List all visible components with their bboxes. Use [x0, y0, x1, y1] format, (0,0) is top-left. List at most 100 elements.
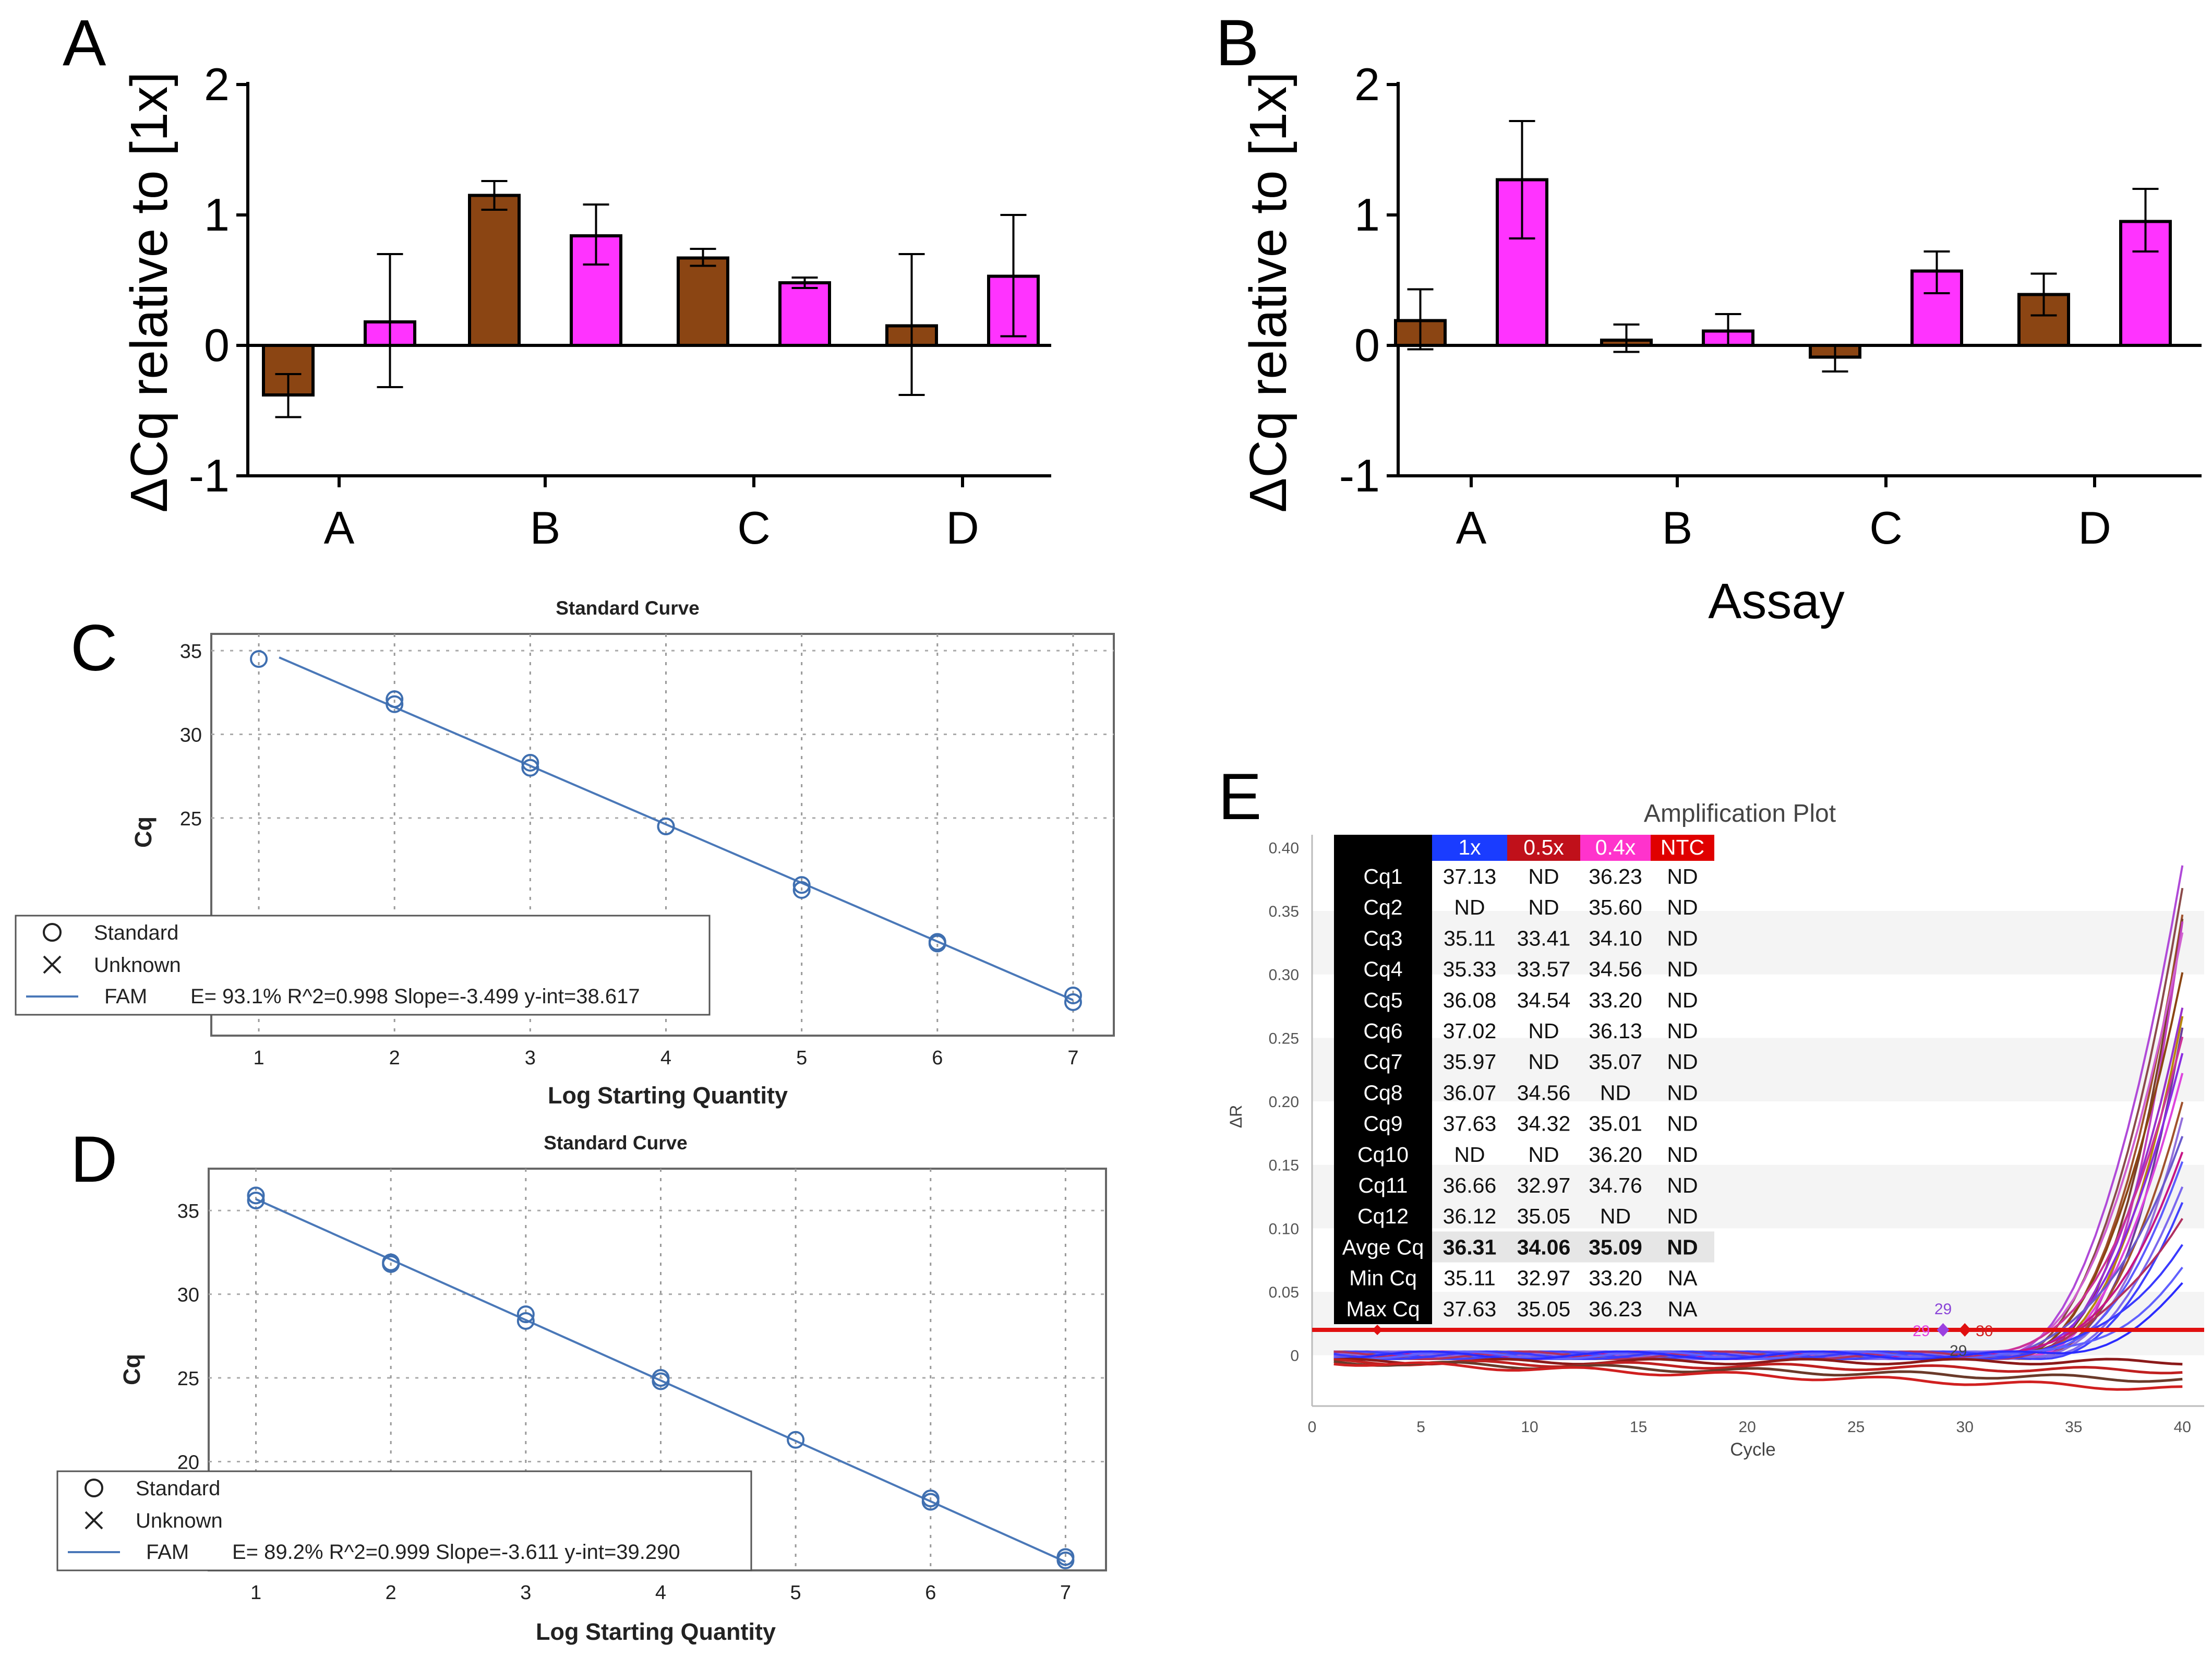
table-cell: ND: [1667, 895, 1698, 919]
table-cell: 33.20: [1589, 1266, 1642, 1290]
table-cell: 34.76: [1589, 1173, 1642, 1197]
ylabel-c: Cq: [130, 817, 157, 848]
bar-brown-C: [677, 256, 729, 347]
table-header-0.5x: 0.5x: [1523, 835, 1564, 859]
table-header-cell: [1580, 835, 1651, 861]
table-cell: ND: [1528, 864, 1559, 888]
table-cell: ND: [1454, 1143, 1485, 1167]
xlabel-e: Cycle: [1730, 1439, 1776, 1460]
band: [1312, 1164, 2204, 1229]
x-tick-label: 30: [1956, 1419, 1974, 1436]
y-tick-label: 35: [180, 641, 202, 663]
bar-chart-b: ΔCq relative to [1x] Assay -1 0 1 2 A B C D: [1239, 58, 2202, 629]
y-tick-label: 0.25: [1269, 1030, 1299, 1047]
x-tick-label: 2: [386, 1582, 396, 1604]
data-point: [921, 1490, 940, 1508]
x-tick-label: 35: [2065, 1419, 2082, 1436]
y-tick-label: 1: [1354, 189, 1380, 241]
table-row-label: Cq9: [1363, 1112, 1402, 1136]
band: [1312, 1038, 2204, 1101]
panel-label-a: A: [63, 7, 106, 79]
data-point: [247, 1191, 265, 1209]
x-tick-label: 1: [250, 1582, 261, 1604]
table-cell: ND: [1600, 1204, 1631, 1228]
table-row-label: Cq1: [1363, 864, 1402, 888]
table-cell: 37.63: [1443, 1112, 1497, 1136]
panel-label-c: C: [70, 612, 117, 685]
table-cell: ND: [1667, 1080, 1698, 1104]
table-cell: NA: [1668, 1266, 1698, 1290]
x-tick-label: A: [324, 502, 355, 554]
table-cell: 35.11: [1444, 1266, 1496, 1290]
data-point: [382, 1253, 400, 1271]
table-cell: 34.06: [1517, 1235, 1571, 1259]
table-cell: 36.12: [1443, 1204, 1497, 1228]
x-tick-label: 20: [1738, 1419, 1756, 1436]
data-point: [657, 817, 675, 835]
ntc-curve: [1333, 1361, 2183, 1391]
table-cell: 36.66: [1443, 1173, 1497, 1197]
table-row-label: Cq6: [1363, 1019, 1402, 1043]
y-tick-label: -1: [1339, 450, 1380, 501]
table-cell: 36.31: [1443, 1235, 1497, 1259]
title-d: Standard Curve: [544, 1132, 688, 1154]
data-point: [521, 754, 539, 772]
standard-curve-c: Standard Curve Log Starting Quantity Cq …: [15, 597, 1115, 1109]
table-cell: 36.20: [1589, 1143, 1642, 1167]
table-row-label: Cq11: [1359, 1173, 1408, 1197]
table-cell: ND: [1667, 957, 1698, 981]
table-header-0.4x: 0.4x: [1595, 835, 1636, 859]
table-cell: 35.05: [1517, 1204, 1571, 1228]
table-header-NTC: NTC: [1661, 835, 1704, 859]
x-tick-label: 0: [1308, 1419, 1317, 1436]
table-row-label: Cq3: [1363, 926, 1402, 950]
x-tick-label: 5: [1416, 1419, 1425, 1436]
legend-unknown-marker: [43, 955, 62, 974]
ylabel-a: ΔCq relative to [1x]: [120, 72, 178, 513]
amplification-curve: [1333, 1266, 2183, 1360]
ntc-curve: [1333, 1360, 2183, 1383]
table-cell: 35.09: [1589, 1235, 1642, 1259]
data-point: [787, 1431, 805, 1449]
table-cell: 34.10: [1589, 926, 1642, 950]
cq-marker-diamond: [1372, 1325, 1383, 1335]
x-tick-label: 3: [525, 1047, 536, 1069]
ylabel-b: ΔCq relative to [1x]: [1239, 72, 1297, 513]
data-point: [792, 881, 811, 899]
legend-standard-marker: [43, 923, 62, 942]
table-cell: 33.57: [1517, 957, 1571, 981]
table-cell: 34.56: [1589, 957, 1642, 981]
y-tick-label: 1: [204, 189, 230, 241]
legend-fit-stats: E= 89.2% R^2=0.999 Slope=-3.611 y-int=39…: [232, 1541, 680, 1564]
amplification-curve: [1333, 1282, 2183, 1360]
table-cell: ND: [1667, 1204, 1698, 1228]
table-cell: 32.97: [1517, 1266, 1571, 1290]
table-row-label: Max Cq: [1346, 1297, 1420, 1321]
x-tick-label: 3: [520, 1582, 531, 1604]
table-cell: ND: [1667, 1235, 1698, 1259]
data-point: [250, 650, 268, 668]
table-cell: 37.02: [1443, 1019, 1497, 1043]
table-cell: ND: [1528, 1019, 1559, 1043]
fit-line: [255, 1198, 1066, 1563]
y-tick-label: 25: [180, 808, 202, 830]
table-cell: 33.20: [1589, 988, 1642, 1012]
x-tick-label: D: [946, 502, 979, 554]
bar-chart-a: ΔCq relative to [1x] -1 0 1 2 A B C D: [120, 58, 1051, 554]
legend-standard-marker: [85, 1479, 103, 1497]
y-tick-label: -1: [189, 450, 230, 501]
data-point: [928, 933, 946, 951]
amplification-plot-e: Amplification Plot Cycle ΔR 0 0.05 0.10 0.1…: [1227, 800, 2204, 1460]
table-cell: 36.08: [1443, 988, 1497, 1012]
data-point: [247, 1186, 265, 1205]
table-row-label: Cq5: [1363, 988, 1402, 1012]
legend-standard-label: Standard: [136, 1477, 220, 1500]
panel-label-b: B: [1216, 7, 1259, 79]
data-point: [1056, 1548, 1075, 1566]
x-tick-label: 4: [655, 1582, 666, 1604]
legend-unknown-marker: [85, 1511, 103, 1530]
table-cell: 35.97: [1443, 1050, 1497, 1074]
table-cell: 34.56: [1517, 1080, 1571, 1104]
x-tick-label: 15: [1630, 1419, 1647, 1436]
cq-marker-label: 29: [1913, 1323, 1930, 1340]
